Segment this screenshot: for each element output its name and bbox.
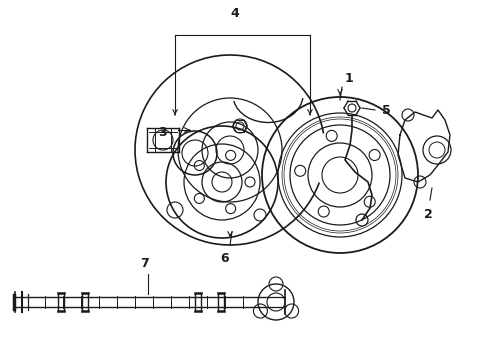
Text: 7: 7 (140, 257, 148, 270)
Text: 2: 2 (424, 208, 432, 221)
Text: 3: 3 (158, 126, 166, 139)
Text: 5: 5 (382, 104, 391, 117)
Text: 1: 1 (345, 72, 354, 85)
Text: 4: 4 (231, 7, 240, 20)
Text: 6: 6 (220, 252, 229, 265)
